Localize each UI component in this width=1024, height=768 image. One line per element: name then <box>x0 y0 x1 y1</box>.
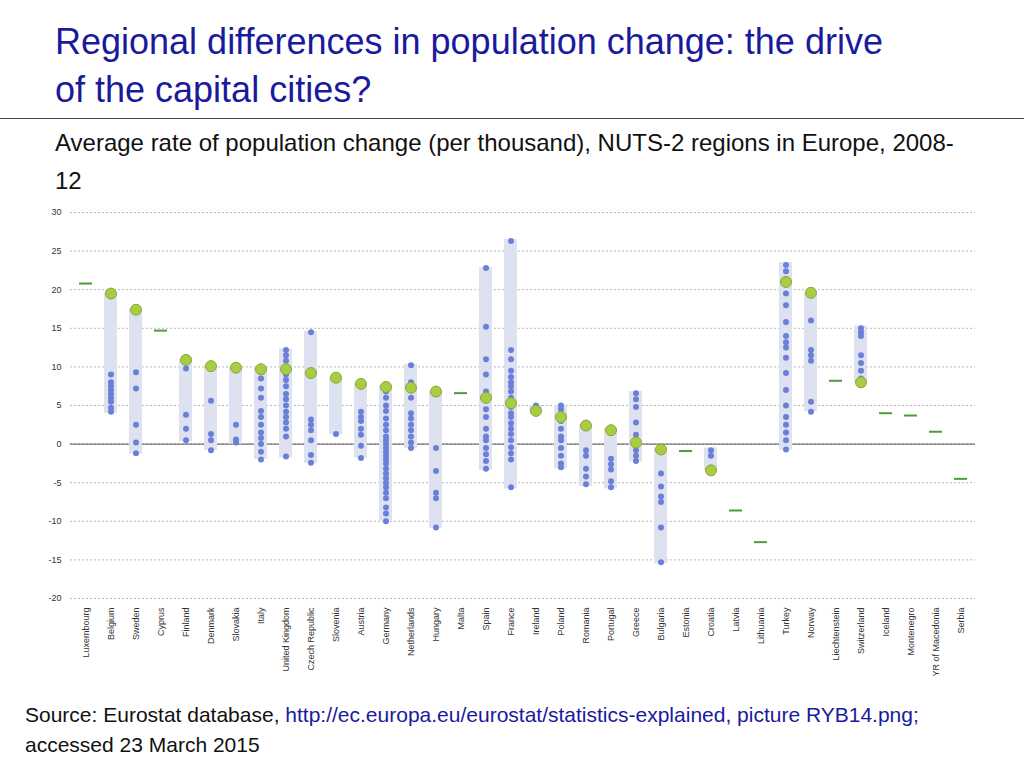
html-text:Source: Eurostat database, htt: Source: Eurostat database, http://ec.eur… <box>25 703 919 726</box>
svg-text:0: 0 <box>56 439 61 449</box>
svg-text:Greece: Greece <box>631 608 641 638</box>
svg-text:30: 30 <box>51 207 61 217</box>
svg-text:Malta: Malta <box>456 608 466 630</box>
svg-text:Estonia: Estonia <box>681 608 691 638</box>
svg-text:YR of Macedonia: YR of Macedonia <box>931 608 941 677</box>
svg-text:Switzerland: Switzerland <box>856 608 866 655</box>
svg-text:Croatia: Croatia <box>706 608 716 637</box>
svg-text:United Kingdom: United Kingdom <box>281 608 291 672</box>
svg-text:Portugal: Portugal <box>606 608 616 642</box>
svg-text:Netherlands: Netherlands <box>406 607 416 656</box>
svg-text:Sweden: Sweden <box>131 608 141 641</box>
svg-text:Austria: Austria <box>356 608 366 636</box>
svg-text:Montenegro: Montenegro <box>906 608 916 656</box>
svg-text:Iceland: Iceland <box>881 608 891 637</box>
svg-text:Hungary: Hungary <box>431 607 441 642</box>
svg-text:-20: -20 <box>48 593 61 603</box>
svg-text:Norway: Norway <box>806 607 816 638</box>
svg-text:Cyprus: Cyprus <box>156 607 166 636</box>
svg-text:10: 10 <box>51 362 61 372</box>
svg-text:Liechtenstein: Liechtenstein <box>831 608 841 661</box>
html-text:accessed 23 March 2015: accessed 23 March 2015 <box>25 733 260 756</box>
svg-text:Finland: Finland <box>181 608 191 638</box>
svg-text:15: 15 <box>51 323 61 333</box>
svg-text:Slovenia: Slovenia <box>331 608 341 643</box>
html-text:Regional differences in popula: Regional differences in population chang… <box>55 21 883 110</box>
svg-text:France: France <box>506 608 516 636</box>
svg-text:Latvia: Latvia <box>731 608 741 632</box>
svg-text:20: 20 <box>51 285 61 295</box>
svg-text:Romania: Romania <box>581 608 591 644</box>
svg-text:-10: -10 <box>48 516 61 526</box>
svg-text:25: 25 <box>51 246 61 256</box>
svg-text:Slovakia: Slovakia <box>231 608 241 642</box>
svg-text:Poland: Poland <box>556 608 566 636</box>
svg-text:-15: -15 <box>48 555 61 565</box>
svg-text:Czech Republic: Czech Republic <box>306 607 316 671</box>
svg-text:Italy: Italy <box>256 607 266 624</box>
svg-text:Spain: Spain <box>481 608 491 631</box>
html-text:Average rate of population cha: Average rate of population change (per t… <box>55 129 954 194</box>
svg-text:Denmark: Denmark <box>206 607 216 644</box>
svg-text:Serbia: Serbia <box>956 608 966 634</box>
svg-text:5: 5 <box>56 400 61 410</box>
svg-text:Germany: Germany <box>381 607 391 645</box>
svg-text:Luxembourg: Luxembourg <box>81 608 91 658</box>
svg-text:Lithuania: Lithuania <box>756 608 766 645</box>
svg-text:Ireland: Ireland <box>531 608 541 636</box>
svg-text:Belgium: Belgium <box>106 608 116 641</box>
svg-text:Turkey: Turkey <box>781 607 791 635</box>
svg-text:Bulgaria: Bulgaria <box>656 608 666 641</box>
svg-text:-5: -5 <box>53 478 61 488</box>
